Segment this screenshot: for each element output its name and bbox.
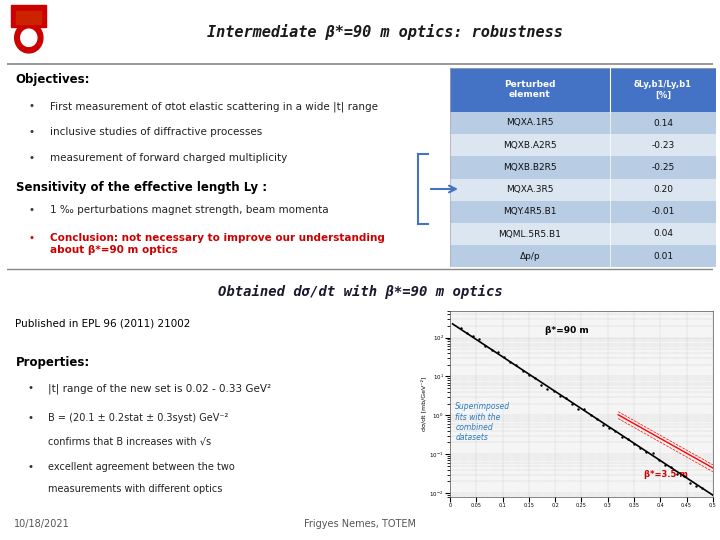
Text: 0.20: 0.20 xyxy=(653,185,673,194)
Text: Obtained dσ/dt with β*=90 m optics: Obtained dσ/dt with β*=90 m optics xyxy=(217,285,503,299)
Bar xyxy=(450,179,716,201)
Text: |t| range of the new set is 0.02 - 0.33 GeV²: |t| range of the new set is 0.02 - 0.33 … xyxy=(48,383,271,394)
Text: confirms that B increases with √s: confirms that B increases with √s xyxy=(48,437,212,447)
Bar xyxy=(450,223,716,245)
Bar xyxy=(450,68,716,112)
Bar xyxy=(12,5,46,27)
Bar xyxy=(17,11,42,24)
Text: -0.25: -0.25 xyxy=(652,163,675,172)
Bar xyxy=(450,201,716,223)
Text: measurements with different optics: measurements with different optics xyxy=(48,484,222,494)
Text: 0.14: 0.14 xyxy=(653,118,673,127)
Text: •: • xyxy=(27,413,34,423)
Text: 0.04: 0.04 xyxy=(653,230,673,239)
Text: •: • xyxy=(29,153,35,164)
Text: MQML.5R5.B1: MQML.5R5.B1 xyxy=(498,230,562,239)
Text: First measurement of σtot elastic scattering in a wide |t| range: First measurement of σtot elastic scatte… xyxy=(50,102,378,112)
Bar xyxy=(450,112,716,134)
Bar xyxy=(450,134,716,156)
Text: Conclusion: not necessary to improve our understanding
about β*=90 m optics: Conclusion: not necessary to improve our… xyxy=(50,233,384,255)
Text: •: • xyxy=(29,127,35,138)
Text: 0.01: 0.01 xyxy=(653,252,673,261)
Bar xyxy=(450,156,716,179)
Text: inclusive studies of diffractive processes: inclusive studies of diffractive process… xyxy=(50,127,262,138)
Text: measurement of forward charged multiplicity: measurement of forward charged multiplic… xyxy=(50,153,287,164)
Text: δLy,b1/Ly,b1
[%]: δLy,b1/Ly,b1 [%] xyxy=(634,80,692,99)
Text: Δp/p: Δp/p xyxy=(520,252,540,261)
Polygon shape xyxy=(14,23,43,53)
Text: 1 ‰ perturbations magnet strength, beam momenta: 1 ‰ perturbations magnet strength, beam … xyxy=(50,205,328,215)
Text: MQXA.1R5: MQXA.1R5 xyxy=(506,118,554,127)
Text: •: • xyxy=(27,383,34,394)
Text: MQY.4R5.B1: MQY.4R5.B1 xyxy=(503,207,557,217)
Polygon shape xyxy=(21,29,37,46)
Text: Intermediate β*=90 m optics: robustness: Intermediate β*=90 m optics: robustness xyxy=(207,24,563,40)
Text: •: • xyxy=(29,205,35,215)
Text: Sensitivity of the effective length Ly :: Sensitivity of the effective length Ly : xyxy=(16,181,267,194)
Text: excellent agreement between the two: excellent agreement between the two xyxy=(48,462,235,472)
Text: Objectives:: Objectives: xyxy=(16,73,90,86)
Text: β*=3.5 m: β*=3.5 m xyxy=(644,470,688,479)
Text: MQXB.A2R5: MQXB.A2R5 xyxy=(503,141,557,150)
Text: •: • xyxy=(29,233,35,244)
Text: Published in EPL 96 (2011) 21002: Published in EPL 96 (2011) 21002 xyxy=(15,319,191,328)
Text: Perturbed
element: Perturbed element xyxy=(504,80,556,99)
Text: -0.23: -0.23 xyxy=(652,141,675,150)
Text: TOTEM: TOTEM xyxy=(19,7,38,12)
Text: •: • xyxy=(29,102,35,111)
Bar xyxy=(450,245,716,267)
Text: MQXB.B2R5: MQXB.B2R5 xyxy=(503,163,557,172)
Text: 10/18/2021: 10/18/2021 xyxy=(14,519,70,529)
Y-axis label: dσ/dt [mb/GeV⁻²]: dσ/dt [mb/GeV⁻²] xyxy=(421,376,426,431)
Text: MQXA.3R5: MQXA.3R5 xyxy=(506,185,554,194)
Text: -0.01: -0.01 xyxy=(652,207,675,217)
Text: Properties:: Properties: xyxy=(15,356,90,369)
Text: Frigyes Nemes, TOTEM: Frigyes Nemes, TOTEM xyxy=(304,519,416,529)
Text: β*=90 m: β*=90 m xyxy=(544,326,588,335)
Text: B = (20.1 ± 0.2stat ± 0.3syst) GeV⁻²: B = (20.1 ± 0.2stat ± 0.3syst) GeV⁻² xyxy=(48,413,229,423)
Text: •: • xyxy=(27,462,34,472)
Text: Superimposed
fits with the
combined
datasets: Superimposed fits with the combined data… xyxy=(455,402,510,442)
